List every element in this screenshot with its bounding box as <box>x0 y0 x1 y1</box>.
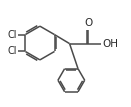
Text: O: O <box>84 18 92 28</box>
Text: OH: OH <box>102 39 118 49</box>
Text: Cl: Cl <box>7 30 17 40</box>
Text: Cl: Cl <box>7 46 17 56</box>
